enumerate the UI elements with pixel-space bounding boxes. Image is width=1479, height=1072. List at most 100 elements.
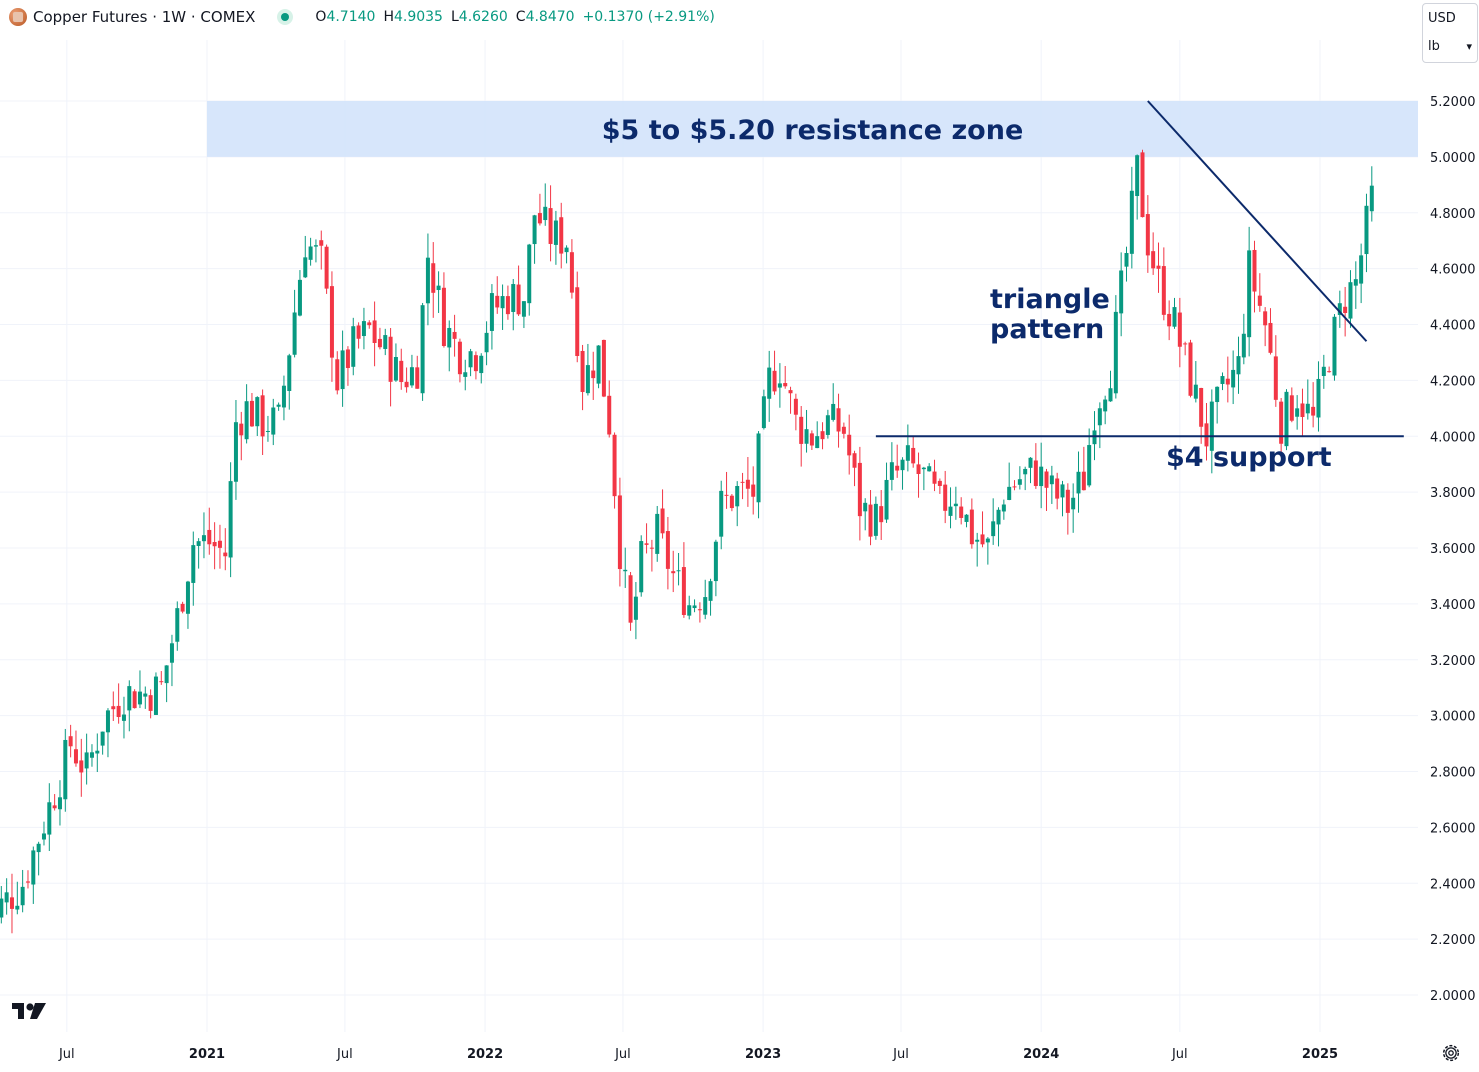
candle-body — [420, 305, 425, 394]
x-axis-tick-label: 2022 — [467, 1047, 503, 1062]
candle-body — [57, 797, 62, 810]
candle-body — [1364, 205, 1369, 255]
candle-body — [671, 571, 676, 574]
candle-body — [159, 681, 164, 683]
candle-body — [628, 575, 633, 623]
candle-body — [1177, 312, 1182, 347]
candle-body — [767, 367, 772, 399]
candle-body — [132, 691, 137, 709]
chevron-down-icon: ▾ — [1466, 39, 1472, 53]
candle-body — [356, 325, 361, 339]
tradingview-logo[interactable] — [10, 999, 50, 1023]
candle-body — [788, 390, 793, 394]
candle-body — [329, 286, 334, 358]
candle-body — [1321, 366, 1326, 376]
candle-body — [473, 355, 478, 372]
candle-body — [916, 464, 921, 475]
x-axis-tick-label: Jul — [892, 1047, 909, 1062]
candle-body — [36, 843, 41, 853]
candle-body — [745, 479, 750, 489]
candle-body — [212, 542, 217, 547]
candle-body — [783, 383, 788, 387]
candle-body — [175, 608, 180, 642]
candle-body — [340, 350, 345, 390]
candle-body — [735, 486, 740, 507]
candle-body — [601, 339, 606, 397]
candle-body — [9, 897, 14, 909]
candle-body — [543, 206, 548, 221]
y-axis-tick-label: 3.8000 — [1430, 486, 1476, 501]
unit-selector[interactable]: USD lb ▾ — [1422, 3, 1478, 63]
candle-body — [95, 750, 100, 754]
candle-body — [793, 398, 798, 415]
candle-body — [1289, 395, 1294, 421]
candle-body — [1183, 343, 1188, 345]
candle-body — [201, 535, 206, 542]
currency-selector[interactable]: USD — [1423, 4, 1477, 32]
candle-body — [52, 805, 57, 809]
candle-body — [911, 447, 916, 464]
candle-body — [617, 495, 622, 570]
candle-body — [857, 462, 862, 517]
candle-body — [73, 749, 78, 764]
y-axis-tick-label: 2.8000 — [1430, 766, 1476, 781]
settings-gear-icon[interactable] — [1440, 1042, 1462, 1064]
candle-body — [319, 240, 324, 246]
candle-body — [489, 293, 494, 331]
resistance-zone[interactable] — [207, 101, 1418, 157]
candle-body — [964, 514, 969, 522]
candle-body — [153, 676, 158, 715]
ohlc-key: L — [450, 9, 459, 25]
symbol-title[interactable]: Copper Futures · 1W · COMEX — [33, 8, 256, 26]
candle-body — [1140, 152, 1145, 218]
candle-body — [1124, 253, 1129, 267]
triangle-label: pattern — [990, 314, 1104, 345]
candle-body — [580, 350, 585, 392]
candle-body — [89, 752, 94, 758]
candle-body — [1193, 384, 1198, 399]
candle-body — [521, 301, 526, 317]
candle-body — [1284, 391, 1289, 447]
candle-body — [260, 395, 265, 437]
ohlc-value: 4.9035 — [393, 9, 443, 25]
triangle-trend-line[interactable] — [1147, 100, 1368, 342]
candle-body — [255, 397, 260, 427]
ohlc-key: O — [315, 9, 327, 25]
ohlc-value: 4.8470 — [525, 9, 575, 25]
candle-body — [1279, 401, 1284, 444]
candle-body — [505, 296, 510, 315]
candle-body — [1060, 484, 1065, 498]
candle-body — [361, 321, 366, 337]
y-axis-tick-label: 5.2000 — [1430, 95, 1476, 110]
candle-body — [1263, 311, 1268, 326]
candle-body — [1225, 378, 1230, 385]
candle-body — [756, 433, 761, 503]
candle-body — [1236, 356, 1241, 375]
candle-body — [367, 322, 372, 326]
candle-body — [1353, 279, 1358, 286]
candle-body — [1097, 408, 1102, 426]
candle-body — [233, 422, 238, 482]
candle-body — [84, 752, 89, 769]
candle-body — [1199, 387, 1204, 427]
candle-body — [1028, 457, 1033, 468]
copper-symbol-icon[interactable] — [9, 8, 27, 26]
candle-body — [1257, 295, 1262, 306]
candle-body — [1348, 282, 1353, 319]
candle-body — [415, 367, 420, 389]
candle-body — [985, 538, 990, 543]
candle-body — [527, 244, 532, 304]
candle-body — [564, 247, 569, 253]
candle-body — [921, 467, 926, 470]
candle-body — [1007, 486, 1012, 500]
measure-selector[interactable]: lb ▾ — [1423, 32, 1477, 60]
candle-body — [1167, 313, 1172, 327]
candle-body — [980, 534, 985, 545]
candle-body — [697, 609, 702, 611]
candle-body — [1017, 479, 1022, 485]
candle-body — [244, 401, 249, 440]
candle-body — [4, 892, 9, 903]
candle-body — [991, 521, 996, 537]
